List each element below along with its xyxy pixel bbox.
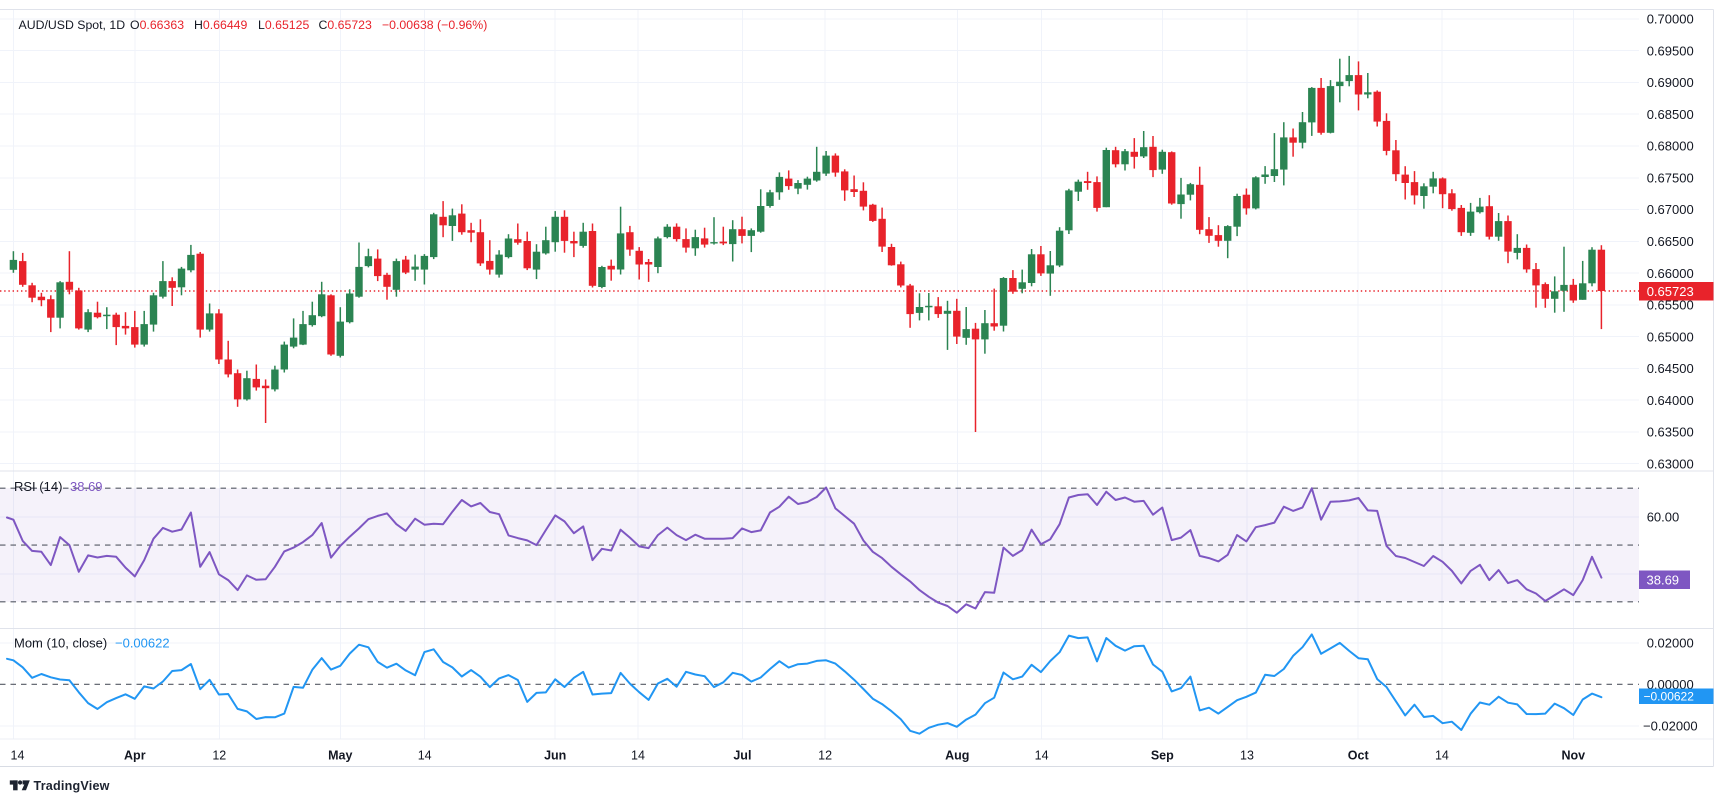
svg-text:O0.66363: O0.66363: [130, 18, 184, 32]
svg-text:0.69000: 0.69000: [1647, 75, 1694, 90]
svg-text:38.69: 38.69: [1647, 572, 1680, 587]
svg-text:0.68500: 0.68500: [1647, 107, 1694, 122]
svg-text:12: 12: [818, 749, 832, 763]
svg-text:Oct: Oct: [1348, 749, 1370, 763]
svg-text:0.65500: 0.65500: [1647, 298, 1694, 313]
svg-text:TradingView: TradingView: [34, 779, 110, 793]
svg-text:60.00: 60.00: [1647, 510, 1680, 525]
svg-text:Nov: Nov: [1561, 749, 1585, 763]
svg-text:0.64500: 0.64500: [1647, 361, 1694, 376]
svg-text:14: 14: [418, 749, 432, 763]
svg-text:C0.65723: C0.65723: [319, 18, 373, 32]
svg-text:L0.65125: L0.65125: [258, 18, 309, 32]
svg-text:0.65000: 0.65000: [1647, 329, 1694, 344]
svg-text:14: 14: [11, 749, 25, 763]
svg-text:38.69: 38.69: [70, 479, 103, 494]
svg-text:0.69500: 0.69500: [1647, 43, 1694, 58]
svg-text:AUD/USD Spot, 1D: AUD/USD Spot, 1D: [19, 18, 126, 32]
svg-text:0.00000: 0.00000: [1647, 677, 1694, 692]
svg-text:0.02000: 0.02000: [1647, 636, 1694, 651]
svg-text:Aug: Aug: [945, 749, 969, 763]
svg-text:−0.00622: −0.00622: [115, 636, 170, 651]
svg-text:Mom (10, close): Mom (10, close): [14, 636, 107, 651]
svg-text:−0.00622: −0.00622: [1644, 690, 1695, 704]
svg-text:0.66000: 0.66000: [1647, 266, 1694, 281]
svg-text:−0.02000: −0.02000: [1643, 718, 1698, 733]
svg-text:Sep: Sep: [1151, 749, 1174, 763]
svg-text:0.64000: 0.64000: [1647, 393, 1694, 408]
svg-text:0.66500: 0.66500: [1647, 234, 1694, 249]
svg-text:0.67000: 0.67000: [1647, 202, 1694, 217]
svg-text:13: 13: [1240, 749, 1254, 763]
svg-text:H0.66449: H0.66449: [194, 18, 248, 32]
svg-text:May: May: [328, 749, 352, 763]
svg-text:0.63000: 0.63000: [1647, 456, 1694, 471]
svg-text:0.67500: 0.67500: [1647, 171, 1694, 186]
svg-text:14: 14: [1035, 749, 1049, 763]
svg-text:12: 12: [212, 749, 226, 763]
svg-text:0.65723: 0.65723: [1647, 284, 1694, 299]
svg-text:−0.00638 (−0.96%): −0.00638 (−0.96%): [382, 18, 487, 32]
svg-text:0.63500: 0.63500: [1647, 425, 1694, 440]
svg-text:RSI (14): RSI (14): [14, 479, 62, 494]
svg-text:Jun: Jun: [544, 749, 566, 763]
svg-text:Jul: Jul: [733, 749, 751, 763]
svg-text:0.68000: 0.68000: [1647, 139, 1694, 154]
svg-text:0.70000: 0.70000: [1647, 12, 1694, 27]
svg-text:Apr: Apr: [124, 749, 146, 763]
svg-text:14: 14: [1435, 749, 1449, 763]
svg-text:14: 14: [631, 749, 645, 763]
